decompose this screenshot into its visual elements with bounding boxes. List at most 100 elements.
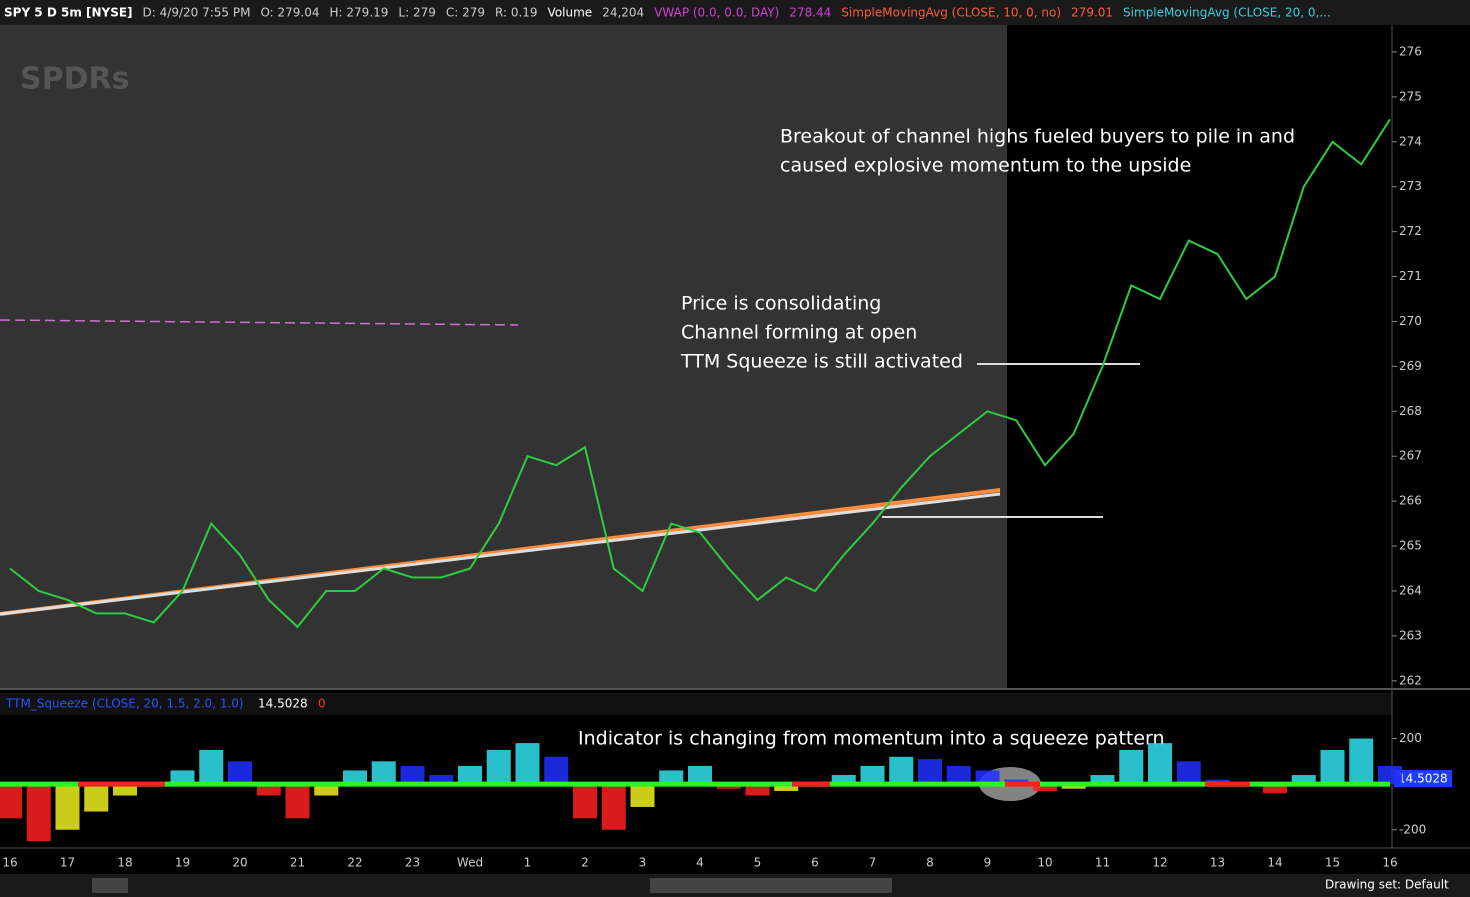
current-value-box [1394,770,1452,787]
momentum-bar [745,784,770,796]
pane-divider [0,688,1470,690]
momentum-bar [343,770,367,785]
x-tick-label: 9 [984,856,992,870]
momentum-bar [55,784,80,830]
momentum-bar [774,784,799,791]
momentum-bar [0,784,22,819]
momentum-bar [256,784,281,796]
y-tick-label: 274 [1399,134,1422,148]
x-tick-label: 6 [811,856,819,870]
x-tick-label: 13 [1210,856,1225,870]
momentum-bar [285,784,310,819]
x-tick-label: 19 [175,856,190,870]
header-item: O: 279.04 [260,6,319,20]
momentum-bar [1349,738,1374,785]
x-tick-label: 8 [926,856,934,870]
scrollbar[interactable] [650,878,892,893]
momentum-bar [1320,749,1345,785]
momentum-bar [831,775,856,785]
x-tick-label: 16 [1382,856,1397,870]
x-tick-label: 7 [869,856,877,870]
header-item: L: 279 [398,6,435,20]
momentum-bar [918,759,942,785]
momentum-bar [429,775,454,785]
y-tick-label: 267 [1399,449,1422,463]
momentum-bar [400,765,425,785]
x-tick-label: 10 [1037,856,1052,870]
momentum-bar [601,784,626,830]
momentum-bar [946,765,971,785]
momentum-bar [458,765,482,785]
header-item: 279.01 [1071,6,1113,20]
momentum-bar [199,749,224,785]
x-tick-label: 18 [117,856,132,870]
y-tick-label: -200 [1399,822,1426,836]
header-item: SimpleMovingAvg (CLOSE, 20, 0,... [1123,6,1331,20]
x-tick-label: 22 [347,856,362,870]
x-tick-label: 2 [581,856,589,870]
momentum-bar [1119,749,1144,785]
squeeze-zero: 0 [318,697,326,711]
momentum-bar [659,770,684,785]
header-item: 278.44 [789,6,831,20]
momentum-bar [1263,784,1287,794]
momentum-bar [1148,743,1172,785]
momentum-bar [975,770,1000,785]
annotation: Indicator is changing from momentum into… [578,728,1165,750]
momentum-bar [1378,765,1402,785]
y-tick-label: 272 [1399,224,1422,238]
momentum-bar [688,765,712,785]
current-value: 14.5028 [1398,772,1448,786]
squeeze-header [0,693,1392,715]
annotation: Price is consolidating [681,293,881,315]
x-tick-label: Wed [457,856,483,870]
x-tick-label: 3 [639,856,647,870]
annotation: Channel forming at open [681,322,917,344]
squeeze-value: 14.5028 [258,697,308,711]
momentum-bar [228,761,252,785]
x-tick-label: 14 [1267,856,1282,870]
y-tick-label: 200 [1399,731,1422,745]
drawing-set[interactable]: Drawing set: Default [1325,878,1449,892]
annotation: TTM Squeeze is still activated [680,351,963,373]
x-tick-label: 12 [1152,856,1167,870]
watermark: SPDRs [20,62,129,97]
x-tick-label: 4 [696,856,704,870]
y-tick-label: 275 [1399,89,1422,103]
momentum-bar [84,784,109,812]
extended-hours-shade [0,25,1007,688]
header-item: R: 0.19 [495,6,538,20]
header-item: Volume [548,6,593,20]
x-tick-label: 15 [1325,856,1340,870]
y-tick-label: 264 [1399,583,1422,597]
y-tick-label: 271 [1399,269,1422,283]
y-tick-label: 263 [1399,628,1422,642]
momentum-bar [544,756,569,785]
y-tick-label: 265 [1399,539,1422,553]
momentum-bar [630,784,655,807]
x-tick-label: 23 [405,856,420,870]
y-tick-label: 268 [1399,404,1422,418]
price-line [9,118,1391,629]
expand-button[interactable] [92,878,128,893]
y-tick-label: 273 [1399,179,1422,193]
y-tick-label: 262 [1399,673,1422,687]
header-item: D: 4/9/20 7:55 PM [143,6,251,20]
momentum-bar [1033,784,1057,791]
header-item: VWAP (0.0, 0.0, DAY) [654,6,779,20]
x-tick-label: 17 [60,856,75,870]
y-tick-label: 276 [1399,44,1422,58]
momentum-bar [314,784,339,796]
momentum-bar [486,749,511,785]
header-item: C: 279 [446,6,485,20]
momentum-bar [371,761,396,785]
x-tick-label: 11 [1095,856,1110,870]
header-item: SimpleMovingAvg (CLOSE, 10, 0, no) [841,6,1061,20]
trendline-white [0,492,1001,616]
momentum-bar [170,770,195,785]
header-item: 24,204 [602,6,644,20]
momentum-bar [860,765,885,785]
squeeze-title: TTM_Squeeze (CLOSE, 20, 1.5, 2.0, 1.0) [5,697,244,711]
header-item: H: 279.19 [330,6,389,20]
momentum-bar [1090,775,1115,785]
